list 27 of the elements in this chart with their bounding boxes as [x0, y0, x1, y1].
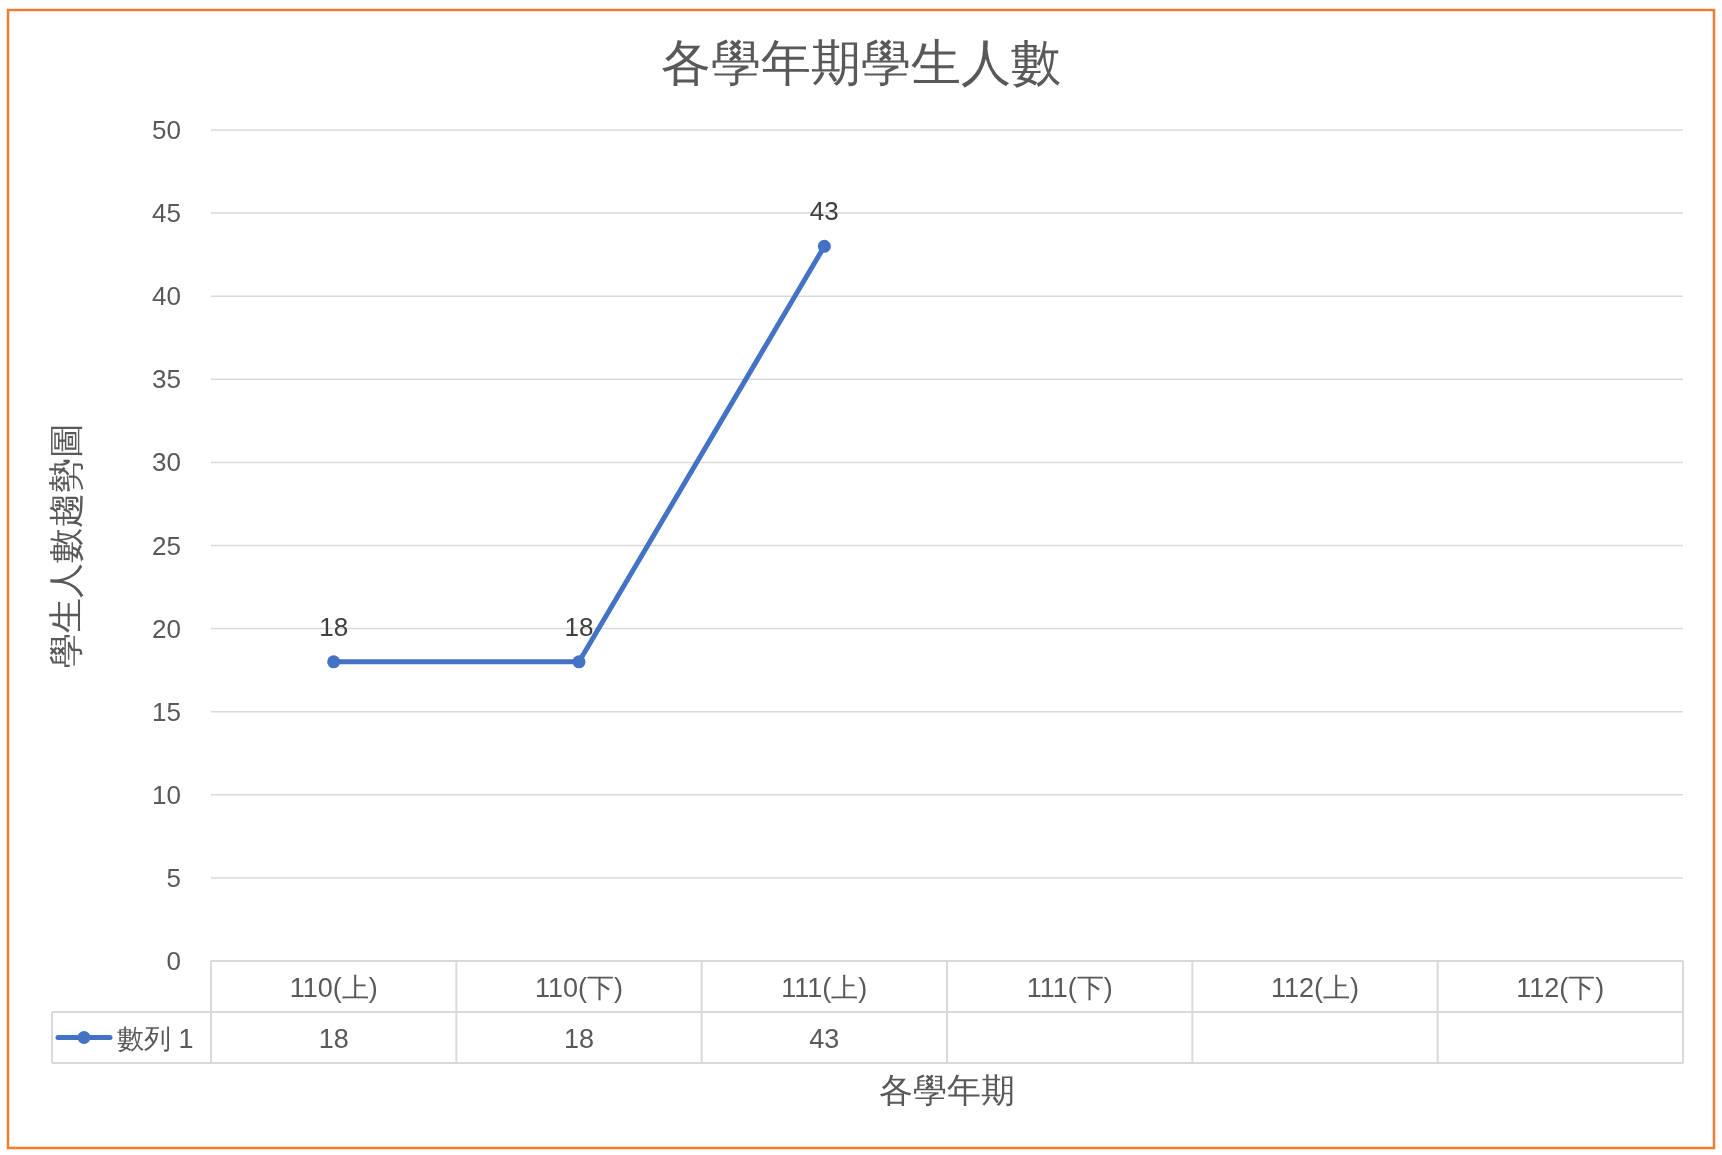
y-tick-label: 15 — [152, 696, 181, 727]
data-label: 18 — [564, 611, 594, 642]
x-tick-label: 111(下) — [1026, 972, 1113, 1003]
y-tick-label: 40 — [152, 281, 181, 312]
x-tick-label: 111(上) — [781, 972, 868, 1003]
data-table-value: 18 — [318, 1023, 349, 1054]
data-label: 43 — [809, 196, 839, 227]
y-axis-title: 學生人數趨勢圖 — [46, 423, 85, 668]
y-tick-label: 25 — [152, 530, 181, 561]
y-tick-label: 45 — [152, 198, 181, 229]
x-tick-label: 112(上) — [1271, 972, 1359, 1003]
data-table-value: 43 — [809, 1023, 840, 1054]
y-tick-label: 10 — [152, 779, 181, 810]
data-label: 18 — [319, 611, 349, 642]
data-table-value: 18 — [564, 1023, 594, 1054]
x-axis-title: 各學年期 — [879, 1071, 1015, 1109]
chart-title: 各學年期學生人數 — [661, 35, 1061, 91]
x-tick-label: 110(下) — [535, 972, 623, 1003]
y-tick-label: 35 — [152, 364, 181, 395]
legend-label: 數列 1 — [117, 1023, 194, 1054]
y-tick-label: 50 — [152, 115, 181, 145]
x-tick-label: 112(下) — [1516, 972, 1605, 1003]
x-tick-label: 110(上) — [289, 972, 378, 1003]
y-tick-label: 0 — [166, 946, 181, 976]
y-tick-label: 5 — [166, 862, 181, 893]
y-tick-label: 20 — [152, 613, 181, 644]
y-tick-label: 30 — [152, 447, 181, 478]
